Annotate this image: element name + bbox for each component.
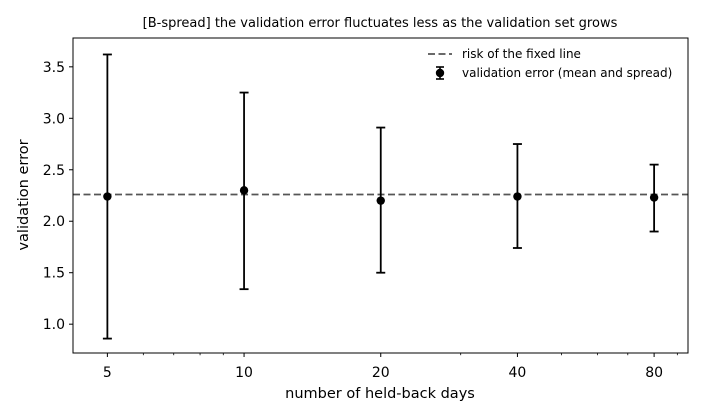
y-tick-label: 1.0 xyxy=(43,317,65,333)
y-tick-label: 2.5 xyxy=(43,163,65,179)
legend-marker-swatch xyxy=(435,68,445,78)
x-axis-label: number of held-back days xyxy=(285,386,475,402)
x-tick-label: 80 xyxy=(645,365,663,381)
x-tick-label: 5 xyxy=(103,365,112,381)
data-point xyxy=(239,186,249,195)
y-axis-label: validation error xyxy=(16,139,32,250)
y-tick-label: 3.0 xyxy=(43,111,65,127)
legend-label-series: validation error (mean and spread) xyxy=(462,66,672,80)
data-point xyxy=(649,193,659,202)
x-tick-label: 10 xyxy=(235,365,253,381)
y-tick-label: 3.5 xyxy=(43,60,65,76)
y-tick-label: 2.0 xyxy=(43,214,65,230)
legend-label-reference: risk of the fixed line xyxy=(462,47,581,61)
legend: risk of the fixed line validation error (… xyxy=(428,47,672,80)
chart-title: [B-spread] the validation error fluctuat… xyxy=(143,16,618,31)
plot-frame xyxy=(72,37,689,354)
x-tick-label: 20 xyxy=(372,365,390,381)
data-point xyxy=(513,192,522,201)
data-point xyxy=(376,196,385,205)
y-tick-label: 1.5 xyxy=(43,266,65,282)
x-tick-label: 40 xyxy=(509,365,527,381)
data-point xyxy=(103,192,112,201)
plot-area: 1.0 1.5 2.0 2.5 3.0 3.5 5 10 20 40 80 xyxy=(43,37,689,381)
